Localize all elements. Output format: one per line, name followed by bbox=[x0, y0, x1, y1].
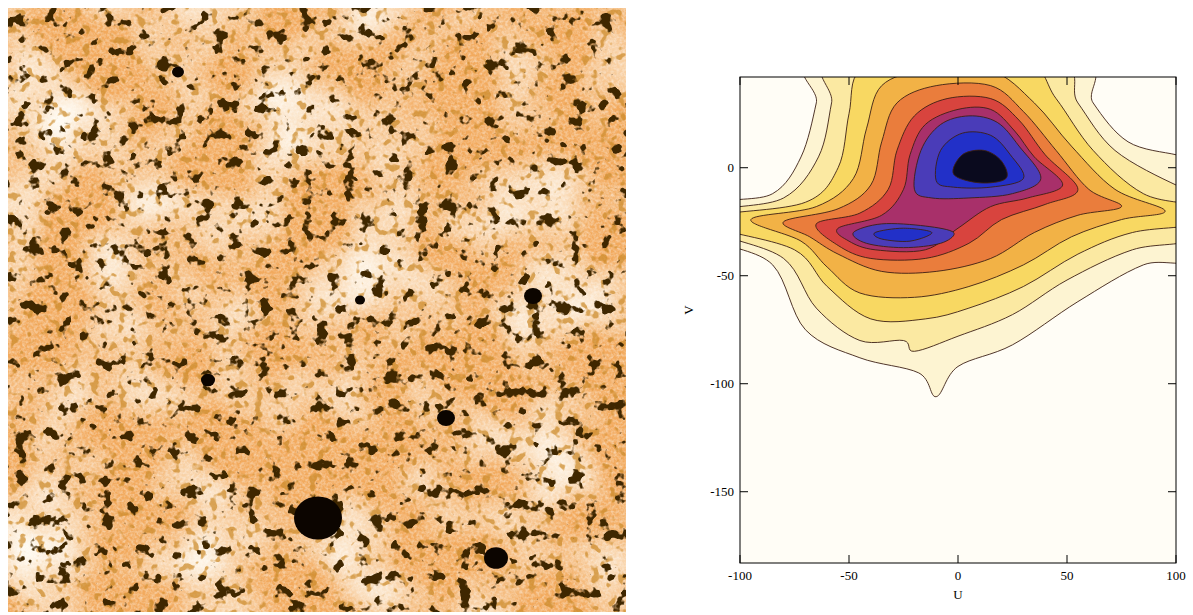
y-tick bbox=[1168, 275, 1176, 276]
contour-level bbox=[853, 224, 954, 248]
x-tick-label: -100 bbox=[728, 568, 752, 583]
x-tick bbox=[1067, 555, 1068, 563]
image-source bbox=[437, 410, 455, 426]
x-tick bbox=[849, 555, 850, 563]
contour-level bbox=[751, 77, 1165, 298]
x-tick bbox=[958, 555, 959, 563]
image-source bbox=[294, 496, 342, 539]
x-tick bbox=[740, 77, 741, 85]
x-tick-label: 100 bbox=[1166, 568, 1186, 583]
y-tick-label: -50 bbox=[717, 268, 734, 283]
image-source bbox=[484, 547, 508, 569]
y-tick bbox=[1168, 383, 1176, 384]
x-tick bbox=[1176, 555, 1177, 563]
x-tick bbox=[1176, 77, 1177, 85]
image-light-patches bbox=[8, 8, 626, 612]
x-tick bbox=[1067, 77, 1068, 85]
contour-level bbox=[837, 107, 1063, 252]
y-tick-label: -100 bbox=[710, 376, 734, 391]
image-source bbox=[355, 296, 365, 305]
x-axis-title: U bbox=[953, 587, 963, 602]
image-source bbox=[172, 67, 184, 78]
y-tick bbox=[740, 167, 748, 168]
x-tick bbox=[958, 77, 959, 85]
x-tick-label: 0 bbox=[955, 568, 962, 583]
contour-level bbox=[783, 83, 1122, 273]
contour-level bbox=[816, 96, 1078, 260]
x-tick-label: 50 bbox=[1061, 568, 1074, 583]
image-dark-specks bbox=[8, 8, 626, 612]
contour-level bbox=[740, 77, 1176, 322]
image-orange-specks bbox=[8, 8, 626, 612]
x-tick bbox=[849, 77, 850, 85]
y-tick bbox=[1168, 167, 1176, 168]
y-tick-label: -150 bbox=[710, 484, 734, 499]
figure: -100 -50 0 50 100 -150 -100 -50 0 U V bbox=[0, 0, 1193, 615]
y-tick bbox=[740, 275, 748, 276]
x-tick bbox=[740, 555, 741, 563]
image-panel bbox=[8, 8, 626, 612]
plot-frame bbox=[740, 77, 1176, 563]
y-axis-title: V bbox=[681, 305, 696, 315]
contour-level bbox=[935, 132, 1024, 188]
contours bbox=[740, 77, 1176, 397]
x-tick-label: -50 bbox=[840, 568, 857, 583]
image-ground bbox=[8, 8, 626, 612]
image-source bbox=[201, 374, 215, 387]
image-source bbox=[524, 288, 542, 304]
contour-level bbox=[914, 116, 1041, 199]
image-grain bbox=[8, 8, 626, 612]
y-tick bbox=[1168, 491, 1176, 492]
contour-level bbox=[874, 228, 932, 241]
contour-level bbox=[953, 150, 1007, 183]
contour-panel: -100 -50 0 50 100 -150 -100 -50 0 U V bbox=[681, 54, 1193, 602]
y-tick-label: 0 bbox=[728, 160, 735, 175]
y-tick bbox=[740, 491, 748, 492]
y-tick bbox=[740, 383, 748, 384]
